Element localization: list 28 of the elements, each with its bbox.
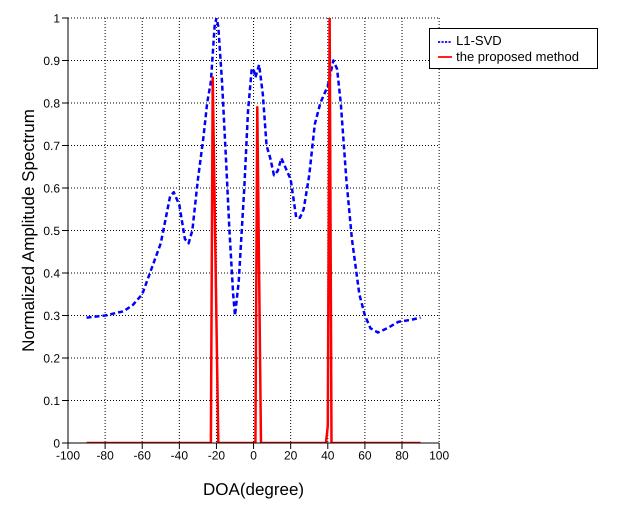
x-tick-label: -100 [56, 448, 80, 463]
y-tick-label: 0.5 [43, 224, 60, 238]
legend-label: L1-SVD [456, 33, 502, 48]
x-tick-label: -20 [208, 448, 226, 463]
y-tick-label: 0.6 [43, 181, 60, 196]
y-tick-label: 0.8 [43, 96, 60, 110]
line-series [85, 18, 422, 334]
y-tick-label: 0.1 [43, 394, 60, 408]
x-tick-label: 60 [358, 448, 372, 463]
x-tick-label: 40 [321, 448, 335, 463]
x-tick-label: 80 [395, 448, 410, 463]
x-tick-label: 20 [284, 448, 298, 463]
y-tick-label: 1 [53, 11, 60, 26]
x-tick-label: -60 [134, 448, 152, 463]
x-tick-label: -80 [96, 448, 114, 463]
legend-label: the proposed method [456, 48, 579, 64]
y-tick-label: 0.2 [43, 351, 60, 366]
y-tick-label: 0.9 [43, 54, 60, 68]
x-tick-label: 0 [250, 448, 258, 463]
y-axis-title: Normalized Amplitude Spectrum [19, 109, 38, 352]
x-axis-title: DOA(degree) [203, 480, 304, 500]
line-series [85, 18, 422, 443]
y-tick-label: 0 [53, 436, 60, 450]
y-tick-label: 0.4 [43, 266, 60, 280]
y-tick-label: 0.7 [43, 138, 60, 153]
y-tick-label: 0.3 [43, 308, 60, 323]
x-tick-label: 100 [429, 448, 450, 463]
x-tick-label: -40 [170, 448, 188, 463]
